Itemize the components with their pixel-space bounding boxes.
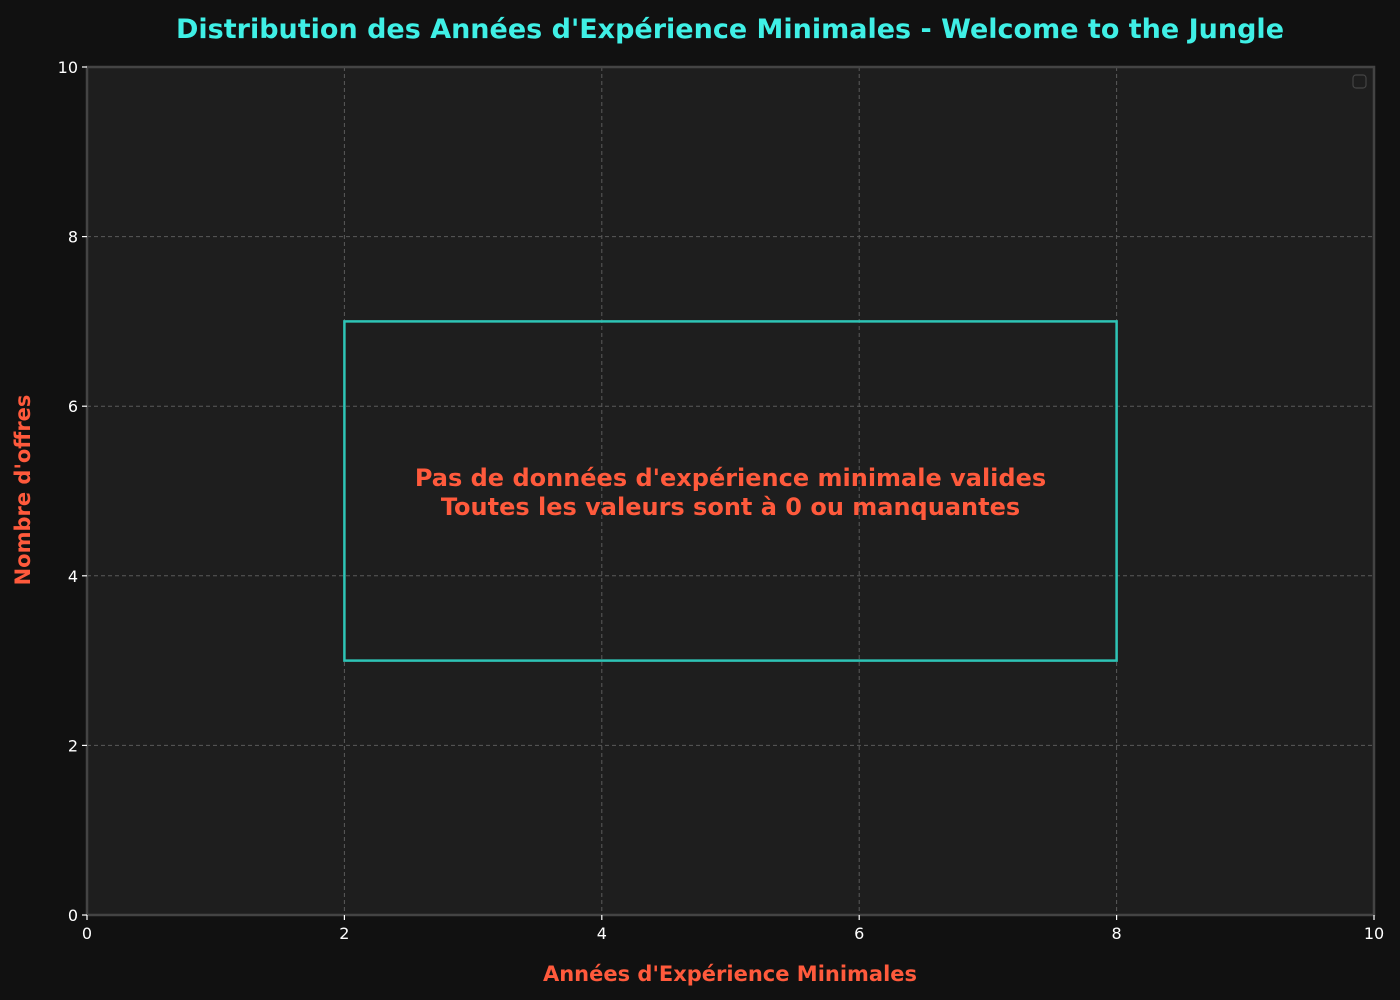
x-tick-label: 8 bbox=[1112, 924, 1122, 943]
y-tick-label: 8 bbox=[68, 228, 78, 247]
message-line-2: Toutes les valeurs sont à 0 ou manquante… bbox=[441, 493, 1020, 521]
y-tick-label: 4 bbox=[68, 567, 78, 586]
legend-box bbox=[1352, 74, 1367, 89]
y-tick-label: 10 bbox=[58, 58, 78, 77]
y-axis-label: Nombre d'offres bbox=[11, 395, 35, 586]
ticks: 0 2 4 6 8 10 0 2 4 6 8 10 bbox=[58, 58, 1385, 943]
x-tick-label: 2 bbox=[339, 924, 349, 943]
message-box bbox=[343, 320, 1118, 662]
plot-frame bbox=[85, 65, 1376, 917]
x-tick-label: 6 bbox=[854, 924, 864, 943]
y-tick-label: 6 bbox=[68, 397, 78, 416]
message-line-1: Pas de données d'expérience minimale val… bbox=[415, 464, 1046, 492]
x-tick-label: 0 bbox=[82, 924, 92, 943]
plot-area bbox=[87, 67, 1374, 915]
y-tick-label: 0 bbox=[68, 906, 78, 925]
y-tick-label: 2 bbox=[68, 736, 78, 755]
x-tick-label: 10 bbox=[1364, 924, 1384, 943]
chart-title: Distribution des Années d'Expérience Min… bbox=[176, 14, 1284, 45]
x-axis-label: Années d'Expérience Minimales bbox=[543, 962, 917, 986]
x-tick-label: 4 bbox=[597, 924, 607, 943]
